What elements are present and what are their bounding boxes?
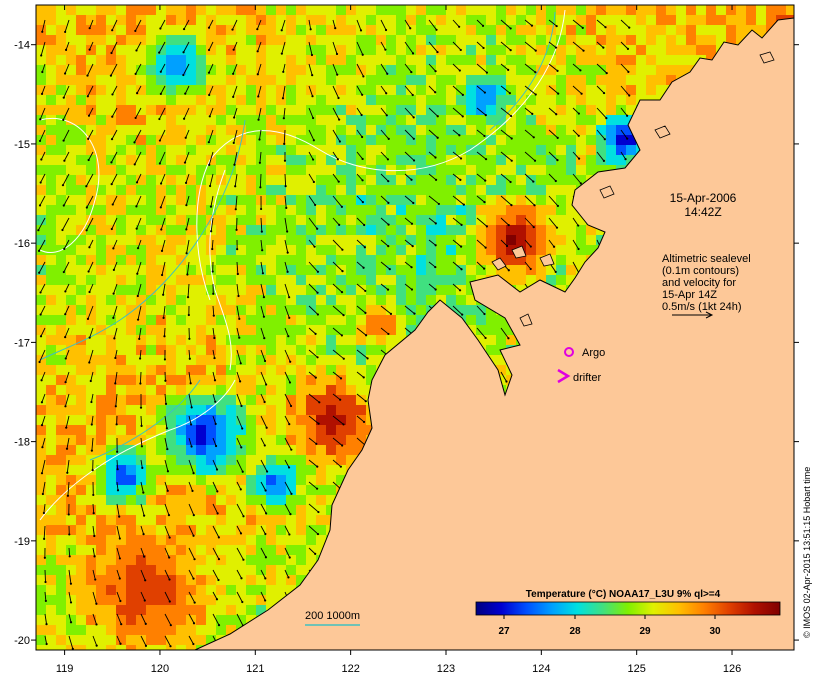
longitude-axis: 119 120 121 122 123 124 125 126 — [56, 5, 741, 675]
drifter-marker-icon — [557, 368, 571, 384]
coastal-islands — [491, 51, 775, 327]
latitude-axis: -14 -15 -16 -17 -18 -19 -20 — [14, 40, 799, 647]
longitude-tick-label: 124 — [532, 663, 550, 675]
latitude-tick-label: -18 — [14, 437, 30, 449]
argo-marker-icon — [564, 347, 574, 357]
date-label-line2: 14:42Z — [684, 205, 721, 219]
longitude-tick-label: 119 — [56, 663, 74, 675]
longitude-tick-label: 121 — [246, 663, 264, 675]
depth-contours — [39, 11, 556, 461]
date-label-line1: 15-Apr-2006 — [670, 191, 737, 205]
longitude-tick-label: 120 — [151, 663, 169, 675]
colorbar-tick-label: 30 — [709, 626, 721, 637]
latitude-tick-label: -15 — [14, 139, 30, 151]
colorbar-tick-label: 28 — [569, 626, 581, 637]
longitude-tick-label: 122 — [341, 663, 359, 675]
colorbar-tick-label: 29 — [639, 626, 651, 637]
colorbar — [475, 601, 781, 616]
plot-frame — [35, 4, 795, 651]
longitude-tick-label: 125 — [627, 663, 645, 675]
latitude-tick-label: -17 — [14, 337, 30, 349]
depth-legend-label: 200 1000m — [305, 610, 360, 622]
colorbar-tick-label: 27 — [498, 626, 510, 637]
latitude-tick-label: -20 — [14, 635, 30, 647]
argo-label: Argo — [582, 347, 605, 359]
drifter-label: drifter — [573, 372, 601, 384]
latitude-tick-label: -14 — [14, 40, 30, 52]
colorbar-ticks: 27 28 29 30 — [498, 615, 721, 637]
colorbar-title: Temperature (°C) NOAA17_L3U 9% ql>=4 — [526, 589, 721, 600]
altimetry-note: Altimetric sealevel (0.1m contours) and … — [662, 253, 751, 319]
latitude-tick-label: -19 — [14, 536, 30, 548]
land-mass — [194, 5, 794, 650]
longitude-tick-label: 126 — [723, 663, 741, 675]
scale-arrow-head — [705, 311, 714, 319]
credit-text: © IMOS 02-Apr-2015 13:51:15 Hobart time — [802, 467, 812, 638]
longitude-tick-label: 123 — [437, 663, 455, 675]
latitude-tick-label: -16 — [14, 238, 30, 250]
